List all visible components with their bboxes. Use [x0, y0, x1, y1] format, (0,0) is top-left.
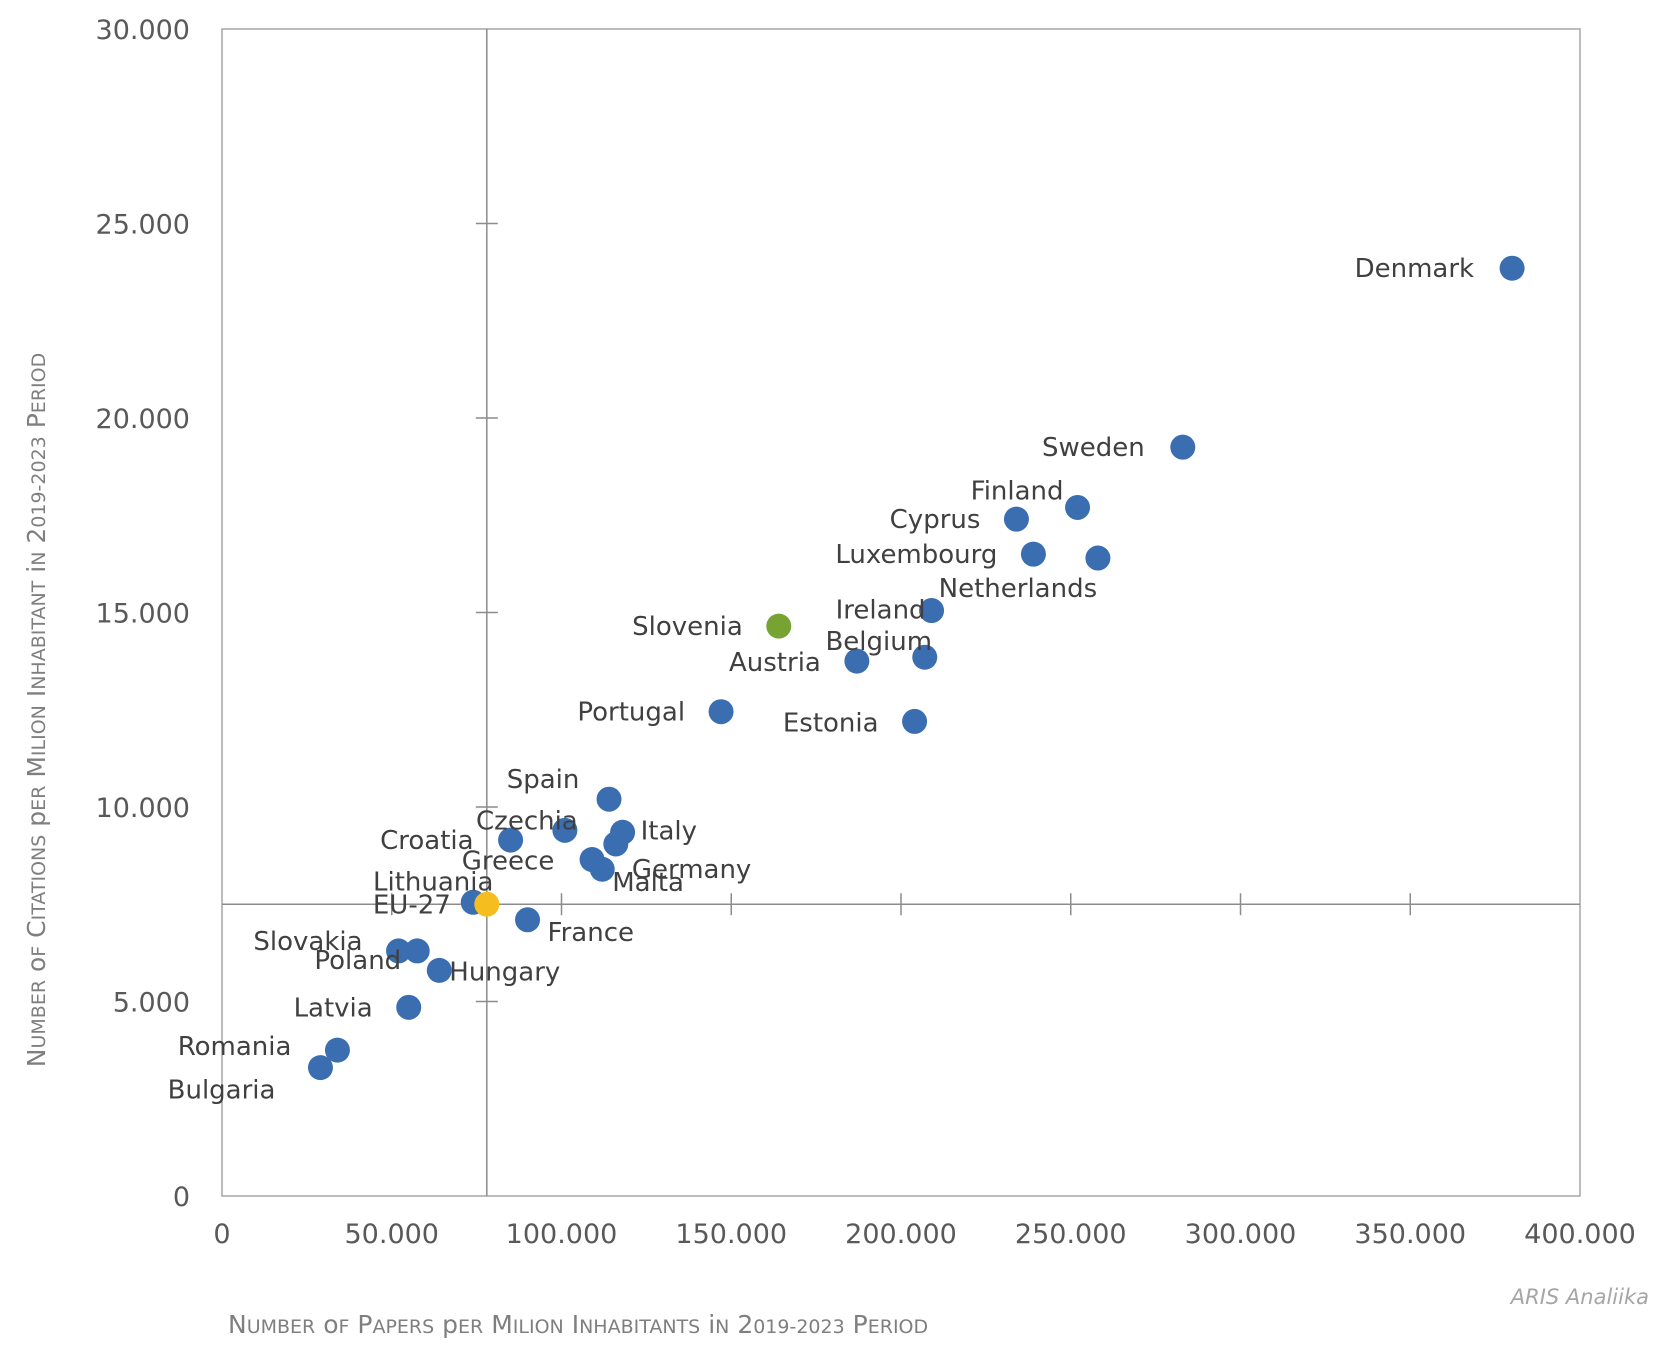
x-axis-title: NUMBER oF PAPERS pER MILION INHABITANTS …: [228, 1310, 929, 1339]
y-tick-label: 15.000: [96, 599, 190, 630]
label-latvia: Latvia: [294, 993, 373, 1023]
label-malta: Malta: [612, 868, 684, 898]
x-tick-label: 400.000: [1524, 1219, 1636, 1250]
label-slovakia: Slovakia: [253, 927, 362, 957]
y-tick-label: 0: [173, 1182, 190, 1213]
y-tick-label: 25.000: [96, 210, 190, 241]
label-france: France: [548, 918, 634, 948]
y-tick-label: 20.000: [96, 404, 190, 435]
x-tick-label: 50.000: [345, 1219, 439, 1250]
label-spain: Spain: [507, 765, 580, 795]
point-poland: [404, 938, 430, 964]
point-latvia: [396, 994, 422, 1020]
label-eu-27: EU-27: [373, 890, 451, 920]
label-greece: Greece: [462, 847, 555, 877]
label-czechia: Czechia: [476, 806, 578, 836]
point-austria: [844, 648, 870, 674]
point-czechia: [552, 817, 578, 843]
label-denmark: Denmark: [1355, 254, 1475, 284]
point-belgium: [912, 644, 938, 670]
label-estonia: Estonia: [783, 708, 879, 738]
point-denmark: [1499, 255, 1525, 281]
point-sweden: [1170, 434, 1196, 460]
x-tick-label: 0: [213, 1219, 230, 1250]
point-luxembourg: [1020, 541, 1046, 567]
point-romania: [324, 1037, 350, 1063]
x-tick-label: 350.000: [1354, 1219, 1466, 1250]
point-malta: [589, 856, 615, 882]
x-tick-label: 200.000: [845, 1219, 957, 1250]
point-ireland: [919, 598, 945, 624]
label-sweden: Sweden: [1042, 433, 1145, 463]
label-slovenia: Slovenia: [632, 612, 743, 642]
label-netherlands: Netherlands: [939, 574, 1098, 604]
plot-area: [221, 28, 1581, 1197]
label-austria: Austria: [729, 648, 821, 678]
label-luxembourg: Luxembourg: [835, 540, 997, 570]
label-ireland: Ireland: [836, 596, 926, 626]
x-tick-label: 300.000: [1185, 1219, 1297, 1250]
label-romania: Romania: [178, 1032, 292, 1062]
point-eu-27: [474, 891, 500, 917]
label-italy: Italy: [641, 816, 697, 846]
x-tick-label: 100.000: [506, 1219, 618, 1250]
point-bulgaria: [307, 1055, 333, 1081]
label-portugal: Portugal: [577, 698, 685, 728]
y-axis-title: NUMBER oF CITATIONS pER MILION INHABITAN…: [22, 353, 51, 1067]
point-slovenia: [766, 613, 792, 639]
label-germany: Germany: [632, 855, 752, 885]
label-lithuania: Lithuania: [373, 867, 493, 897]
x-tick-label: 150.000: [675, 1219, 787, 1250]
point-spain: [596, 786, 622, 812]
point-croatia: [498, 827, 524, 853]
point-cyprus: [1003, 506, 1029, 532]
point-hungary: [426, 957, 452, 983]
y-tick-label: 30.000: [96, 15, 190, 46]
label-cyprus: Cyprus: [890, 505, 981, 535]
label-bulgaria: Bulgaria: [168, 1076, 276, 1106]
point-germany: [603, 831, 629, 857]
label-poland: Poland: [314, 946, 401, 976]
point-slovakia: [386, 938, 412, 964]
point-france: [515, 907, 541, 933]
label-belgium: Belgium: [825, 627, 932, 657]
point-finland: [1065, 494, 1091, 520]
y-tick-label: 5.000: [113, 988, 190, 1019]
credit-text: ARIS Analiika: [1510, 1285, 1649, 1309]
y-tick-label: 10.000: [96, 793, 190, 824]
x-tick-label: 250.000: [1015, 1219, 1127, 1250]
point-estonia: [902, 708, 928, 734]
label-finland: Finland: [971, 476, 1064, 506]
label-croatia: Croatia: [380, 826, 473, 856]
point-netherlands: [1085, 545, 1111, 571]
label-hungary: Hungary: [449, 957, 560, 987]
point-portugal: [708, 699, 734, 725]
